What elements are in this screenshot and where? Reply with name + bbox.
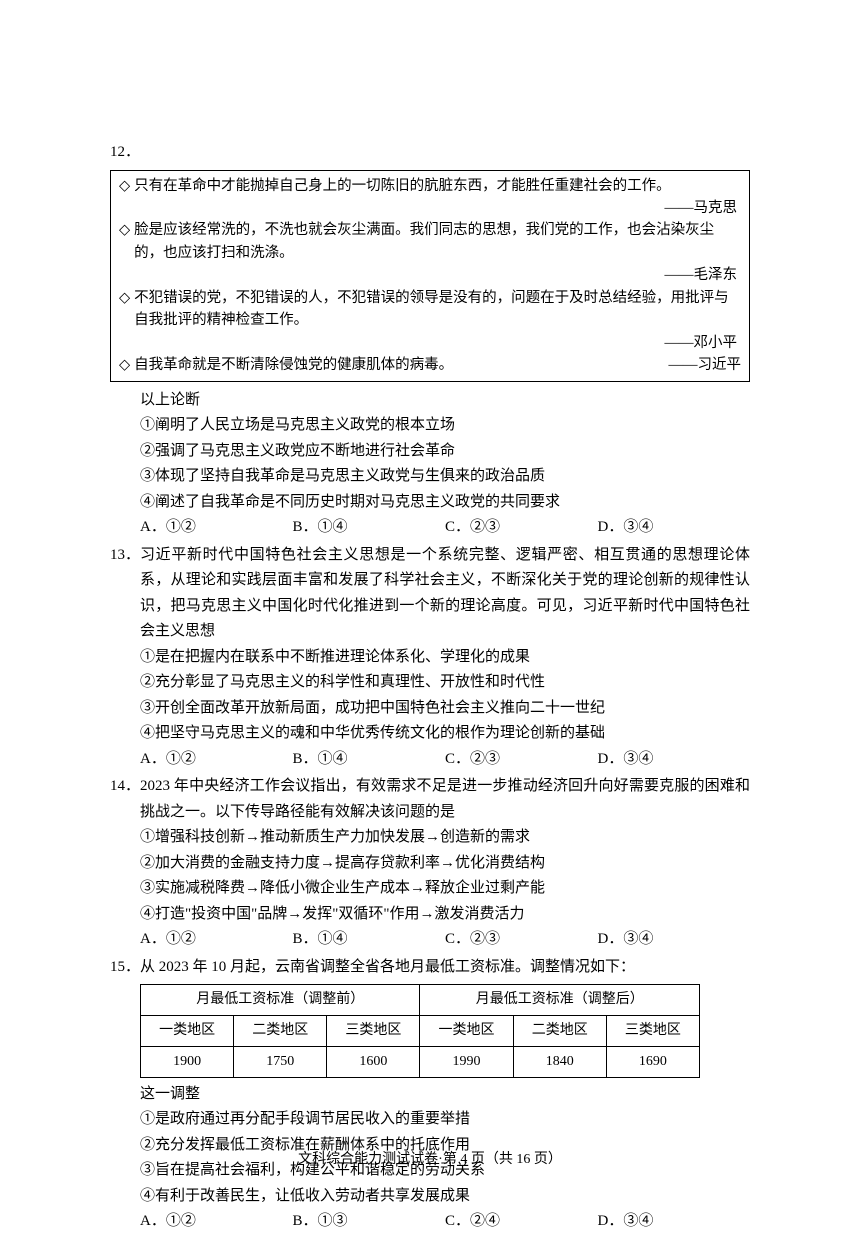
q13-s2: ②充分彰显了马克思主义的科学性和真理性、开放性和时代性 (110, 670, 750, 696)
q13-s1: ①是在把握内在联系中不断推进理论体系化、学理化的成果 (110, 645, 750, 671)
q14-number: 14． (110, 774, 140, 825)
q14-s2: ②加大消费的金融支持力度→提高存贷款利率→优化消费结构 (110, 851, 750, 877)
q15-body: 从 2023 年 10 月起，云南省调整全省各地月最低工资标准。调整情况如下： (140, 955, 750, 981)
q12-options: A．①② B．①④ C．②③ D．③④ (110, 515, 750, 541)
quote-text: 只有在革命中才能抛掉自己身上的一切陈旧的肮脏东西，才能胜任重建社会的工作。 (134, 175, 741, 197)
quote-author: ——邓小平 (119, 332, 741, 354)
h2: 二类地区 (234, 1016, 327, 1047)
q14-s4: ④打造"投资中国"品牌→发挥"双循环"作用→激发消费活力 (110, 902, 750, 928)
quote-text: 自我革命就是不断清除侵蚀党的健康肌体的病毒。 (134, 354, 453, 376)
option-c[interactable]: C．②③ (445, 747, 598, 773)
q14-body: 2023 年中央经济工作会议指出，有效需求不足是进一步推动经济回升向好需要克服的… (140, 774, 750, 825)
q13-number: 13． (110, 543, 140, 645)
q15-options: A．①② B．①③ C．②④ D．③④ (110, 1209, 750, 1235)
q14-s3: ③实施减税降费→降低小微企业生产成本→释放企业过剩产能 (110, 876, 750, 902)
q15-number: 15． (110, 955, 140, 981)
q15-lead: 这一调整 (110, 1082, 750, 1108)
option-c[interactable]: C．②③ (445, 927, 598, 953)
quote-text: 脸是应该经常洗的，不洗也就会灰尘满面。我们同志的思想，我们党的工作，也会沾染灰尘… (134, 219, 741, 264)
option-b[interactable]: B．①④ (293, 515, 446, 541)
v4: 1990 (420, 1046, 513, 1077)
q12-quote-box: ◇ 只有在革命中才能抛掉自己身上的一切陈旧的肮脏东西，才能胜任重建社会的工作。 … (110, 170, 750, 382)
option-b[interactable]: B．①③ (293, 1209, 446, 1235)
quote-row: ◇ 脸是应该经常洗的，不洗也就会灰尘满面。我们同志的思想，我们党的工作，也会沾染… (119, 219, 741, 264)
q12-number: 12． (110, 140, 750, 166)
option-d[interactable]: D．③④ (598, 515, 751, 541)
quote-author: ——毛泽东 (119, 264, 741, 286)
q15-s4: ④有利于改善民生，让低收入劳动者共享发展成果 (110, 1184, 750, 1210)
h6: 三类地区 (606, 1016, 699, 1047)
option-a[interactable]: A．①② (140, 927, 293, 953)
h1: 一类地区 (141, 1016, 234, 1047)
q13: 13． 习近平新时代中国特色社会主义思想是一个系统完整、逻辑严密、相互贯通的思想… (110, 543, 750, 773)
diamond-marker: ◇ (119, 354, 134, 376)
q14: 14． 2023 年中央经济工作会议指出，有效需求不足是进一步推动经济回升向好需… (110, 774, 750, 953)
wage-table: 月最低工资标准（调整前） 月最低工资标准（调整后） 一类地区 二类地区 三类地区… (140, 984, 700, 1077)
option-a[interactable]: A．①② (140, 1209, 293, 1235)
exam-page: 12． ◇ 只有在革命中才能抛掉自己身上的一切陈旧的肮脏东西，才能胜任重建社会的… (0, 0, 860, 1216)
h4: 一类地区 (420, 1016, 513, 1047)
q12-s3: ③体现了坚持自我革命是马克思主义政党与生俱来的政治品质 (110, 464, 750, 490)
quote-row: ◇ 不犯错误的党，不犯错误的人，不犯错误的领导是没有的，问题在于及时总结经验，用… (119, 287, 741, 332)
option-c[interactable]: C．②③ (445, 515, 598, 541)
q13-body: 习近平新时代中国特色社会主义思想是一个系统完整、逻辑严密、相互贯通的思想理论体系… (140, 543, 750, 645)
q12-s1: ①阐明了人民立场是马克思主义政党的根本立场 (110, 413, 750, 439)
option-d[interactable]: D．③④ (598, 1209, 751, 1235)
option-d[interactable]: D．③④ (598, 927, 751, 953)
option-a[interactable]: A．①② (140, 747, 293, 773)
v1: 1900 (141, 1046, 234, 1077)
option-d[interactable]: D．③④ (598, 747, 751, 773)
q14-options: A．①② B．①④ C．②③ D．③④ (110, 927, 750, 953)
quote-text: 不犯错误的党，不犯错误的人，不犯错误的领导是没有的，问题在于及时总结经验，用批评… (134, 287, 741, 332)
q12-s4: ④阐述了自我革命是不同历史时期对马克思主义政党的共同要求 (110, 490, 750, 516)
diamond-marker: ◇ (119, 287, 134, 309)
quote-row: ◇ 自我革命就是不断清除侵蚀党的健康肌体的病毒。 ——习近平 (119, 354, 741, 376)
page-footer: 文科综合能力测试试卷·第 4 页（共 16 页） (110, 1148, 750, 1172)
option-c[interactable]: C．②④ (445, 1209, 598, 1235)
q14-s1: ①增强科技创新→推动新质生产力加快发展→创造新的需求 (110, 825, 750, 851)
q12-lead: 以上论断 (110, 388, 750, 414)
q13-s3: ③开创全面改革开放新局面，成功把中国特色社会主义推向二十一世纪 (110, 696, 750, 722)
quote-author: ——习近平 (669, 354, 742, 376)
q15: 15． 从 2023 年 10 月起，云南省调整全省各地月最低工资标准。调整情况… (110, 955, 750, 1235)
quote-author: ——马克思 (119, 197, 741, 219)
v3: 1600 (327, 1046, 420, 1077)
th-before: 月最低工资标准（调整前） (141, 985, 420, 1016)
h5: 二类地区 (513, 1016, 606, 1047)
option-b[interactable]: B．①④ (293, 747, 446, 773)
option-b[interactable]: B．①④ (293, 927, 446, 953)
option-a[interactable]: A．①② (140, 515, 293, 541)
q13-options: A．①② B．①④ C．②③ D．③④ (110, 747, 750, 773)
q13-s4: ④把坚守马克思主义的魂和中华优秀传统文化的根作为理论创新的基础 (110, 721, 750, 747)
v6: 1690 (606, 1046, 699, 1077)
quote-row: ◇ 只有在革命中才能抛掉自己身上的一切陈旧的肮脏东西，才能胜任重建社会的工作。 (119, 175, 741, 197)
h3: 三类地区 (327, 1016, 420, 1047)
th-after: 月最低工资标准（调整后） (420, 985, 700, 1016)
v2: 1750 (234, 1046, 327, 1077)
diamond-marker: ◇ (119, 219, 134, 241)
diamond-marker: ◇ (119, 175, 134, 197)
q12-s2: ②强调了马克思主义政党应不断地进行社会革命 (110, 439, 750, 465)
v5: 1840 (513, 1046, 606, 1077)
q15-s1: ①是政府通过再分配手段调节居民收入的重要举措 (110, 1107, 750, 1133)
